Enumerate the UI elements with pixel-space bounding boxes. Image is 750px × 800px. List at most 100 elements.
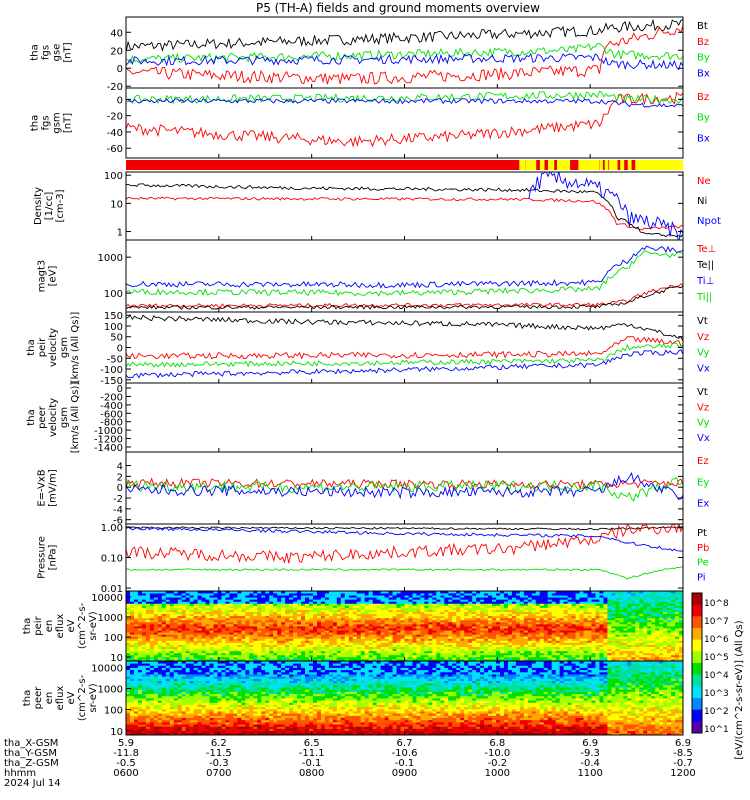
spectrogram-cell [233,621,238,625]
spectrogram-cell [133,605,139,608]
spectrogram-cell [126,646,131,650]
spectrogram-cell [675,593,680,596]
spectrogram-cell [261,603,266,606]
spectrogram-cell [281,654,286,658]
spectrogram-cell [675,609,680,612]
spectrogram-cell [364,646,370,650]
spectrogram-cell [567,636,572,639]
spectrogram-cell [126,658,131,662]
spectrogram-cell [189,595,195,598]
spectrogram-cell [213,621,218,625]
spectrogram-cell [583,648,588,652]
spectrogram-cell [133,634,139,637]
spectrogram-cell [352,642,358,645]
spectrogram-cell [205,607,210,610]
spectrogram-cell [340,638,346,641]
spectrogram-cell [384,623,389,627]
spectrogram-cell [165,617,171,621]
spectrogram-cell [655,642,660,645]
spectrogram-cell [635,650,640,654]
spectrogram-cell [185,642,191,645]
spectrogram-cell [635,656,640,660]
spectrogram-cell [527,597,533,600]
spectrogram-cell [297,615,302,619]
spectrogram-cell [448,601,453,604]
spectrogram-cell [424,615,429,619]
spectrogram-cell [149,621,155,625]
spectrogram-cell [448,599,453,602]
spectrogram-cell [165,654,171,658]
spectrogram-cell [165,656,171,660]
spectrogram-cell [551,611,557,615]
spectrogram-cell [492,648,497,652]
spectrogram-cell [297,630,302,633]
spectrogram-cell [193,638,199,641]
spectrogram-cell [352,640,358,643]
spectrogram-cell [161,607,167,610]
spectrogram-cell [440,646,445,650]
spectrogram-cell [551,646,557,650]
spectrogram-cell [129,619,135,623]
spectrogram-cell [328,609,334,612]
spectrogram-cell [129,607,135,610]
spectrogram-cell [189,652,195,656]
spectrogram-cell [253,611,258,615]
spectrogram-cell [197,599,202,602]
spectrogram-cell [149,638,155,641]
spectrogram-cell [133,646,139,650]
spectrogram-cell [639,623,644,627]
spectrogram-cell [627,628,632,631]
spectrogram-cell [655,654,660,658]
spectrogram-cell [336,613,342,617]
spectrogram-cell [145,613,151,617]
spectrogram-cell [360,621,366,625]
spectrogram-cell [531,607,537,610]
spectrogram-cell [305,591,310,594]
spectrogram-cell [464,621,469,625]
spectrogram-cell [153,646,159,650]
spectrogram-cell [197,623,202,627]
spectrogram-cell [539,595,545,598]
spectrogram-cell [492,646,497,650]
spectrogram-cell [639,640,644,643]
spectrogram-cell [452,640,457,643]
spectrogram-cell [133,652,139,656]
spectrogram-cell [364,632,370,635]
spectrogram-cell [547,646,553,650]
spectrogram-cell [515,628,521,631]
spectrogram-cell [368,656,374,660]
spectrogram-cell [261,601,266,604]
spectrogram-cell [639,638,644,641]
spectrogram-cell [539,630,545,633]
spectrogram-cell [456,630,461,633]
spectrogram-cell [145,658,151,662]
spectrogram-cell [480,648,485,652]
spectrogram-cell [456,626,461,629]
spectrogram-cell [448,615,453,619]
spectrogram-cell [607,607,612,610]
spectrogram-cell [161,611,167,615]
spectrogram-cell [269,632,274,635]
spectrogram-cell [424,607,429,610]
spectrogram-cell [368,609,374,612]
spectrogram-cell [336,652,342,656]
spectrogram-cell [623,632,628,635]
spectrogram-cell [328,650,334,654]
spectrogram-cell [432,607,437,610]
spectrogram-cell [416,644,421,647]
spectrogram-cell [607,634,612,637]
spectrogram-cell [675,619,680,623]
spectrogram-cell [141,591,147,594]
spectrogram-cell [185,636,191,639]
spectrogram-cell [297,626,302,629]
spectrogram-cell [205,634,210,637]
spectrogram-cell [328,621,334,625]
spectrogram-cell [285,648,290,652]
spectrogram-cell [675,599,680,602]
spectrogram-cell [412,607,417,610]
spectrogram-cell [635,640,640,643]
spectrogram-cell [408,636,413,639]
spectrogram-cell [126,644,131,647]
spectrogram-cell [173,626,179,629]
spectrogram-cell [679,621,684,625]
